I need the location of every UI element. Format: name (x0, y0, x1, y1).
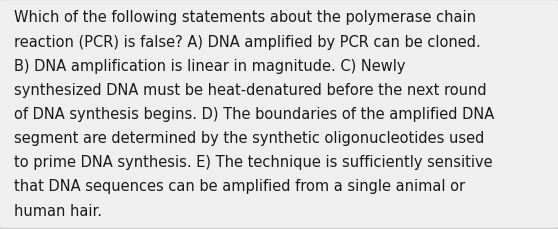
Text: that DNA sequences can be amplified from a single animal or: that DNA sequences can be amplified from… (14, 179, 465, 194)
Text: human hair.: human hair. (14, 203, 102, 218)
Text: reaction (PCR) is false? A) DNA amplified by PCR can be cloned.: reaction (PCR) is false? A) DNA amplifie… (14, 34, 480, 49)
Text: segment are determined by the synthetic oligonucleotides used: segment are determined by the synthetic … (14, 131, 484, 145)
Text: synthesized DNA must be heat-denatured before the next round: synthesized DNA must be heat-denatured b… (14, 82, 487, 97)
Text: Which of the following statements about the polymerase chain: Which of the following statements about … (14, 10, 476, 25)
Text: of DNA synthesis begins. D) The boundaries of the amplified DNA: of DNA synthesis begins. D) The boundari… (14, 106, 494, 121)
Text: B) DNA amplification is linear in magnitude. C) Newly: B) DNA amplification is linear in magnit… (14, 58, 406, 73)
Text: to prime DNA synthesis. E) The technique is sufficiently sensitive: to prime DNA synthesis. E) The technique… (14, 155, 493, 169)
